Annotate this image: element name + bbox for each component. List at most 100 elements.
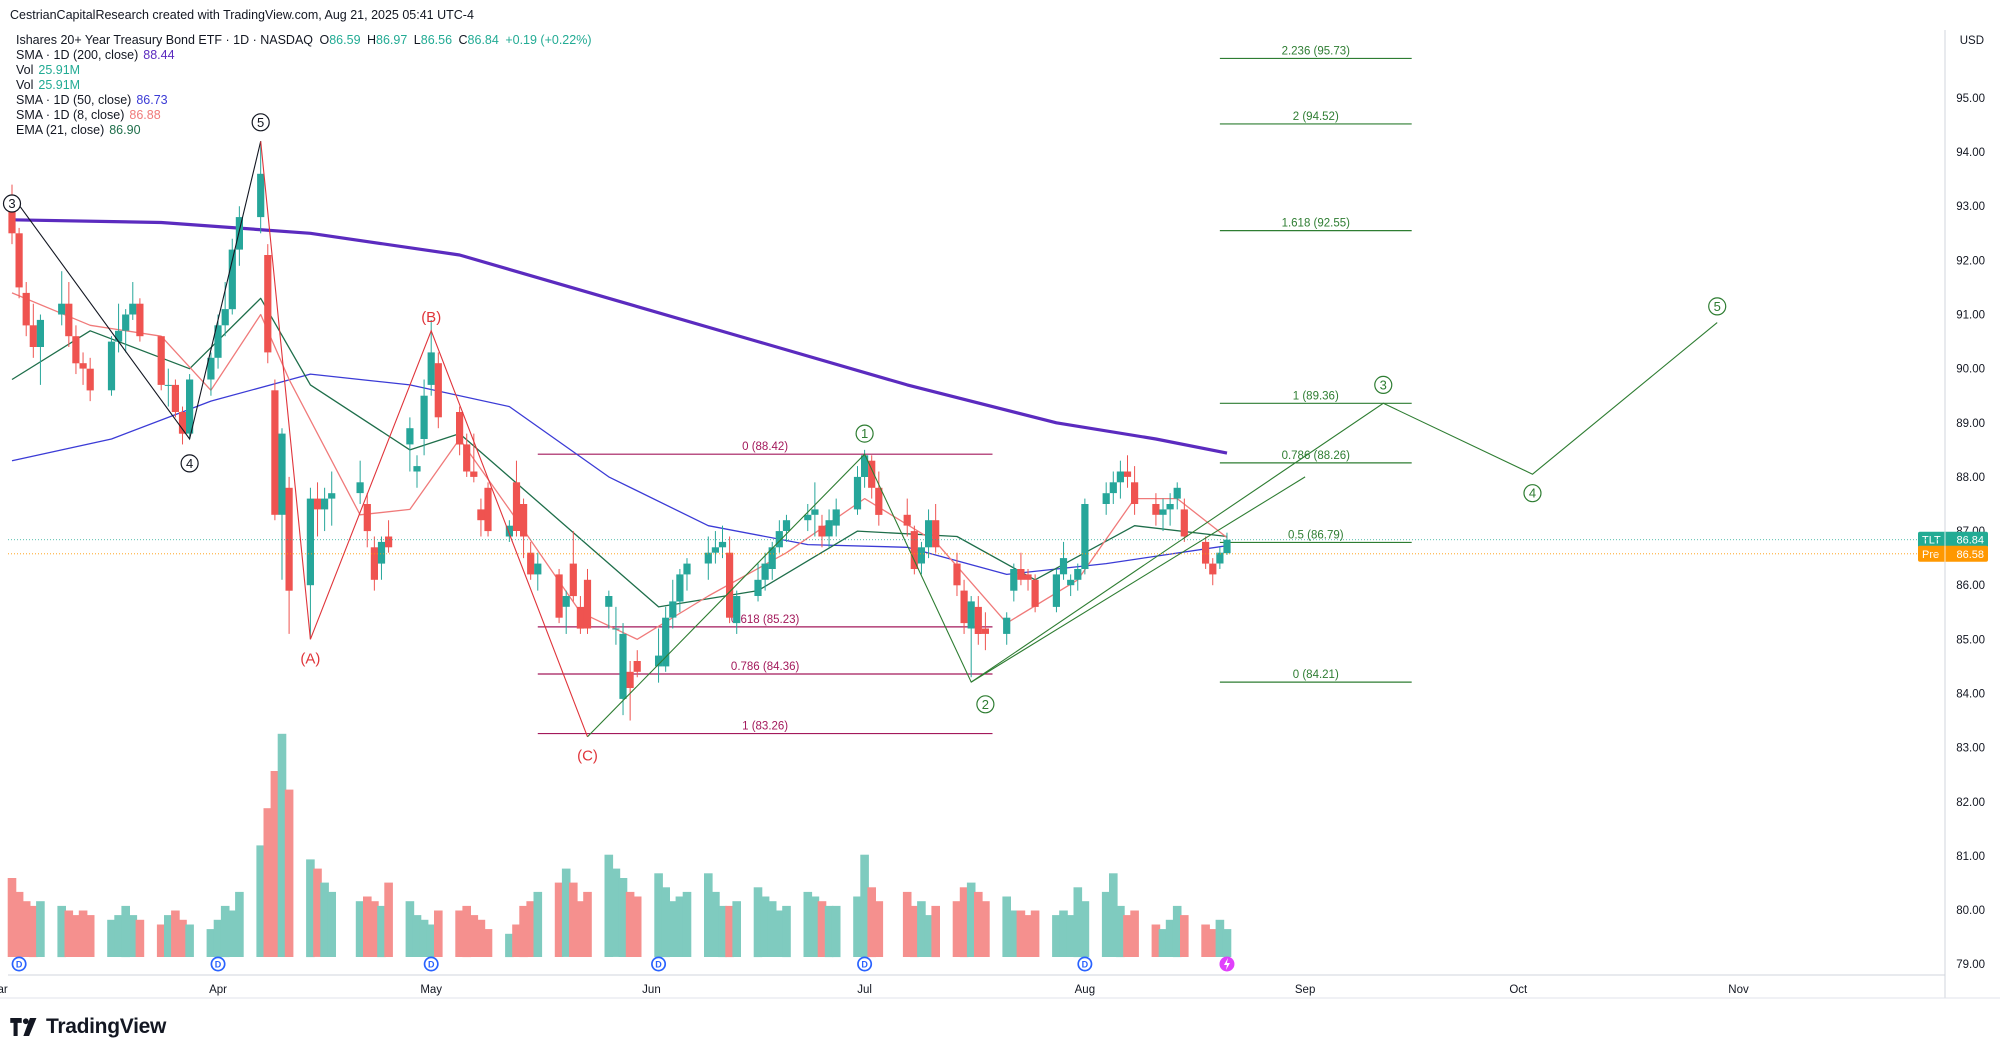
indicator-row[interactable]: EMA (21, close) 86.90 [16,123,594,138]
volume-bar [277,733,287,957]
volume-bar [405,901,415,957]
candle-body [619,633,627,699]
open-value: 86.59 [329,33,361,47]
indicator-row[interactable]: Vol 25.91M [16,78,594,93]
price-tick-label: 92.00 [1956,255,1985,267]
volume-bar [1165,919,1175,957]
candle [58,271,66,326]
candle-body [818,525,826,537]
candle-body [356,482,364,494]
price-tick-label: 95.00 [1956,93,1985,105]
candle-body [1024,574,1032,580]
volume-bar [469,915,479,957]
volume-bar [320,882,329,957]
candle-body [36,319,44,347]
month-tick-label: May [420,984,442,996]
candle [313,482,322,537]
volume-bar [576,901,585,957]
volume-bar [121,905,130,958]
volume-bar [760,896,770,957]
candle-body [733,596,741,624]
candle [726,536,734,624]
candle-body [960,590,968,624]
candle [853,466,862,515]
fib-extension-label: 2.236 (95.73) [1282,45,1351,57]
volume-bar [512,924,521,957]
candle-body [512,482,521,531]
candle-body [1116,471,1124,483]
candle [1131,466,1139,515]
volume-bar [1130,910,1139,957]
candle [115,303,123,353]
candle-body [662,617,670,667]
candle-body [214,325,222,358]
ma-line [11,373,1228,576]
indicator-name: SMA · 1D (50, close) [16,93,132,107]
candle-body [79,363,87,369]
candle [36,314,44,385]
volume-bar [1016,910,1026,957]
volume-bar [974,891,983,957]
volume-bar [313,868,322,957]
wave-label-text: 3 [1380,377,1387,392]
volume-bar [675,896,685,957]
volume-bar [526,901,535,957]
candle [328,471,336,526]
candle [1223,532,1231,555]
candle [711,531,719,564]
candle [967,596,975,678]
symbol-title[interactable]: Ishares 20+ Year Treasury Bond ETF · 1D … [16,33,314,47]
candle-body [171,384,179,412]
indicator-row[interactable]: SMA · 1D (200, close) 88.44 [16,48,594,63]
candle-body [811,509,819,515]
dividend-marker-letter: D [1082,960,1089,970]
volume-bar [355,901,365,957]
indicator-row[interactable]: SMA · 1D (8, close) 86.88 [16,108,594,123]
candle-body [633,661,641,672]
wave-label: (B) [421,309,441,326]
tradingview-brand[interactable]: TradingView [10,1013,166,1041]
candle [1166,493,1174,526]
candle [981,612,989,651]
wave-label: (C) [577,748,598,765]
indicator-row[interactable]: SMA · 1D (50, close) 86.73 [16,93,594,108]
price-tag-box [1918,545,1988,562]
volume-bar [704,873,713,957]
volume-bar [21,901,31,957]
indicator-row[interactable]: Vol 25.91M [16,63,594,78]
elliott-wave-labels: 3 4 5 (A) (B) (C) 1 2 3 4 5 [2,113,1727,765]
candle-body [164,384,172,386]
fib-retracement: 0 (88.42) 0.618 (85.23) 0.786 (84.36) 1 (83… [537,441,993,735]
volume-bar [462,905,471,958]
wave-label: 5 [251,113,270,132]
candle [626,661,634,721]
candle [463,433,471,477]
candle-body [306,498,314,586]
candle-body [1159,509,1167,515]
credit-line: CestrianCapitalResearch created with Tra… [10,8,474,22]
volume-bar [654,873,663,957]
candle [420,379,428,456]
candle-body [704,552,712,564]
candle [427,319,435,396]
candle [562,590,570,634]
candle-body [605,596,613,607]
candle-body [726,552,734,618]
volume-bar [632,896,642,957]
volume-bar [1215,919,1225,957]
candle [910,525,918,575]
volume-bar [831,905,841,958]
candle-body [917,547,925,564]
volume-bar [14,891,24,957]
low-label: L [413,33,421,47]
volume-bar [29,905,38,958]
candle [1180,498,1188,542]
volume-bar [966,882,976,957]
candle [1074,563,1082,591]
volume-bar [1116,905,1125,958]
candle [377,536,386,580]
candle-body [782,520,791,531]
dividend-marker-inner [1079,958,1091,970]
price-tick-label: 82.00 [1956,797,1985,809]
